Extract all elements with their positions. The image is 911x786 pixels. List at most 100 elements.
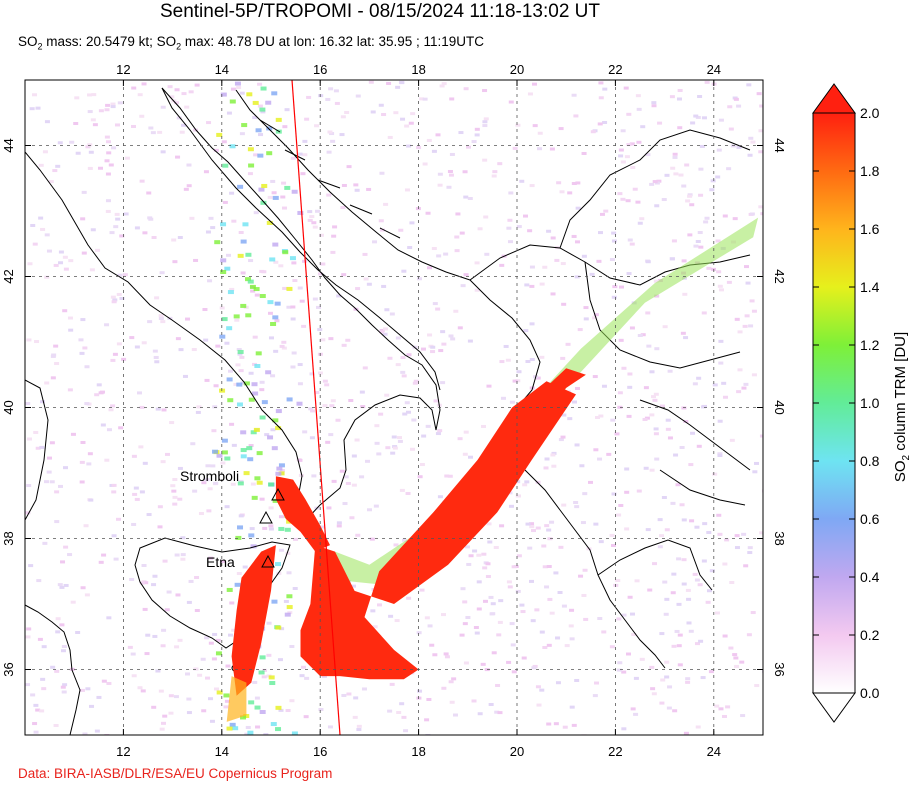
noise-pixel [302,259,308,263]
noise-pixel [701,559,707,563]
noise-pixel [131,674,137,678]
noise-pixel [89,268,95,272]
noise-pixel [25,635,31,639]
noise-pixel [251,382,258,387]
noise-pixel [59,585,65,589]
noise-pixel [694,578,700,582]
noise-pixel [412,381,418,385]
noise-pixel [278,708,284,712]
noise-pixel [673,172,679,176]
noise-pixel [297,382,303,386]
noise-pixel [224,699,230,703]
noise-pixel [159,727,165,731]
noise-pixel [370,609,376,613]
noise-pixel [87,110,93,114]
noise-pixel [681,406,687,410]
noise-pixel [270,428,276,432]
noise-pixel [506,660,512,664]
noise-pixel [508,191,514,195]
noise-pixel [62,255,68,259]
noise-pixel [341,183,347,187]
noise-pixel [379,228,385,232]
noise-pixel [452,713,458,717]
noise-pixel [68,259,74,263]
noise-pixel [698,639,704,643]
noise-pixel [677,633,683,637]
noise-pixel [220,258,227,263]
noise-pixel [140,689,146,693]
noise-pixel [602,120,608,124]
noise-pixel [224,456,231,461]
noise-pixel [245,277,252,282]
noise-pixel [80,440,86,444]
noise-pixel [164,452,170,456]
noise-pixel [620,129,626,133]
noise-pixel [574,678,580,682]
noise-pixel [424,616,430,620]
noise-pixel [686,621,692,625]
noise-pixel [44,120,50,124]
coastline-dalmatia-islands [259,119,401,239]
noise-pixel [453,309,459,313]
noise-pixel [185,672,191,676]
noise-pixel [310,409,316,413]
noise-pixel [63,267,69,271]
noise-pixel [684,163,690,167]
noise-pixel [237,253,244,258]
noise-pixel [435,432,441,436]
noise-pixel [462,452,468,456]
noise-pixel [238,514,244,518]
noise-pixel [462,622,468,626]
noise-pixel [560,435,566,439]
noise-pixel [417,475,423,479]
noise-pixel [527,546,533,550]
noise-pixel [463,430,469,434]
noise-pixel [116,517,122,521]
noise-pixel [500,396,506,400]
plume-region [275,476,330,552]
noise-pixel [79,688,85,692]
noise-pixel [229,422,235,426]
lon-tick-label: 24 [707,744,721,759]
noise-pixel [624,467,630,471]
noise-pixel [111,490,117,494]
noise-pixel [667,436,673,440]
colorbar-bar [812,112,856,694]
noise-pixel [106,681,112,685]
noise-pixel [659,404,665,408]
noise-pixel [665,427,671,431]
noise-pixel [544,524,550,528]
noise-pixel [574,443,580,447]
noise-pixel [139,490,145,494]
noise-pixel [261,675,267,679]
noise-pixel [115,217,121,221]
noise-pixel [184,105,190,109]
noise-pixel [460,284,466,288]
noise-pixel [626,112,632,116]
noise-pixel [542,265,548,269]
noise-pixel [334,101,340,105]
noise-pixel [760,212,763,216]
noise-pixel [275,117,282,122]
noise-pixel [646,344,652,348]
noise-pixel [759,531,763,535]
noise-pixel [558,438,564,442]
noise-pixel [302,139,308,143]
noise-pixel [134,345,140,349]
noise-pixel [683,419,689,423]
noise-pixel [58,261,64,265]
noise-pixel [138,445,144,449]
noise-pixel [268,527,274,531]
noise-pixel [676,644,682,648]
noise-pixel [589,272,595,276]
noise-pixel [621,727,627,731]
noise-pixel [728,646,734,650]
coastlines [25,87,751,735]
noise-pixel [353,696,359,700]
noise-pixel [466,562,472,566]
noise-pixel [455,212,461,216]
noise-pixel [111,483,117,487]
noise-pixel [169,421,175,425]
noise-pixel [228,369,234,373]
noise-pixel [291,731,298,735]
